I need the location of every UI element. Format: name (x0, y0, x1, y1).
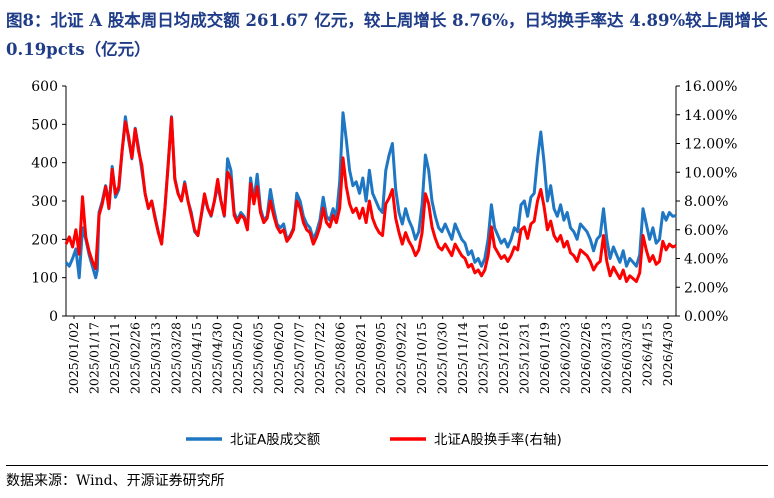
x-tick-label: 2025/01/02 (66, 322, 81, 394)
rate-series-line (64, 116, 677, 283)
legend-turnover-label: 北证A股成交额 (230, 431, 321, 448)
x-tick-label: 2025/12/31 (517, 322, 532, 394)
right-tick-label: 14.00% (684, 108, 737, 124)
x-tick-label: 2026/4/15 (640, 322, 655, 386)
x-tick-label: 2025/02/11 (107, 322, 122, 394)
x-tick-label: 2026/03/30 (619, 322, 634, 394)
x-tick-label: 2025/05/20 (230, 322, 245, 394)
right-tick-label: 16.00% (684, 79, 737, 95)
right-tick-label: 4.00% (684, 252, 728, 268)
x-tick-label: 2025/03/28 (168, 322, 183, 394)
x-tick-label: 2025/04/30 (209, 322, 224, 394)
left-tick-label: 300 (31, 194, 58, 210)
data-source: 数据来源：Wind、开源证券研究所 (6, 473, 225, 489)
left-axis: 0 100 200 300 400 500 600 (31, 79, 67, 325)
x-tick-label: 2025/04/15 (189, 322, 204, 394)
x-tick-label: 2025/12/16 (496, 322, 511, 394)
x-axis: 2025/01/02 2025/01/17 2025/02/11 2025/02/26… (66, 315, 676, 394)
x-tick-label: 2025/03/13 (148, 322, 163, 394)
x-tick-label: 2025/11/14 (455, 322, 470, 394)
left-tick-label: 100 (31, 271, 58, 287)
legend-rate-label: 北证A股换手率(右轴) (434, 431, 562, 448)
x-tick-label: 2026/4/30 (660, 322, 675, 386)
x-tick-label: 2025/06/20 (271, 322, 286, 394)
x-tick-label: 2026/02/26 (578, 322, 593, 394)
plot-lines (64, 111, 677, 283)
right-tick-label: 2.00% (684, 280, 728, 296)
right-axis: 0.00% 2.00% 4.00% 6.00% 8.00% 10.00% 12.00% 14.… (675, 79, 737, 325)
x-tick-label: 2025/10/15 (414, 322, 429, 394)
x-tick-label: 2026/01/19 (537, 322, 552, 394)
source-rule (6, 465, 768, 466)
left-tick-label: 500 (31, 117, 58, 133)
chart-title: 图8：北证 A 股本周日均成交额 261.67 亿元，较上周增长 8.76%，日… (6, 11, 768, 59)
x-tick-label: 2025/12/01 (476, 322, 491, 394)
x-tick-label: 2025/02/26 (127, 322, 142, 394)
left-tick-label: 600 (31, 79, 58, 95)
x-tick-label: 2025/07/07 (291, 322, 306, 394)
x-tick-label: 2026/02/03 (558, 322, 573, 394)
x-tick-label: 2025/08/21 (353, 322, 368, 394)
x-tick-label: 2026/03/13 (599, 322, 614, 394)
x-tick-label: 2025/06/05 (250, 322, 265, 394)
left-tick-label: 0 (49, 309, 58, 325)
x-tick-label: 2025/09/05 (373, 322, 388, 394)
x-tick-label: 2025/01/17 (86, 322, 101, 394)
left-tick-label: 400 (31, 156, 58, 172)
x-tick-label: 2025/08/06 (332, 322, 347, 394)
right-tick-label: 10.00% (684, 165, 737, 181)
right-tick-label: 8.00% (684, 194, 728, 210)
right-tick-label: 0.00% (684, 309, 728, 325)
x-tick-label: 2025/10/30 (435, 322, 450, 394)
left-tick-label: 200 (31, 232, 58, 248)
right-tick-label: 6.00% (684, 223, 728, 239)
x-tick-label: 2025/07/22 (312, 322, 327, 394)
x-tick-label: 2025/09/22 (394, 322, 409, 394)
right-tick-label: 12.00% (684, 137, 737, 153)
legend: 北证A股成交额 北证A股换手率(右轴) (186, 431, 562, 448)
